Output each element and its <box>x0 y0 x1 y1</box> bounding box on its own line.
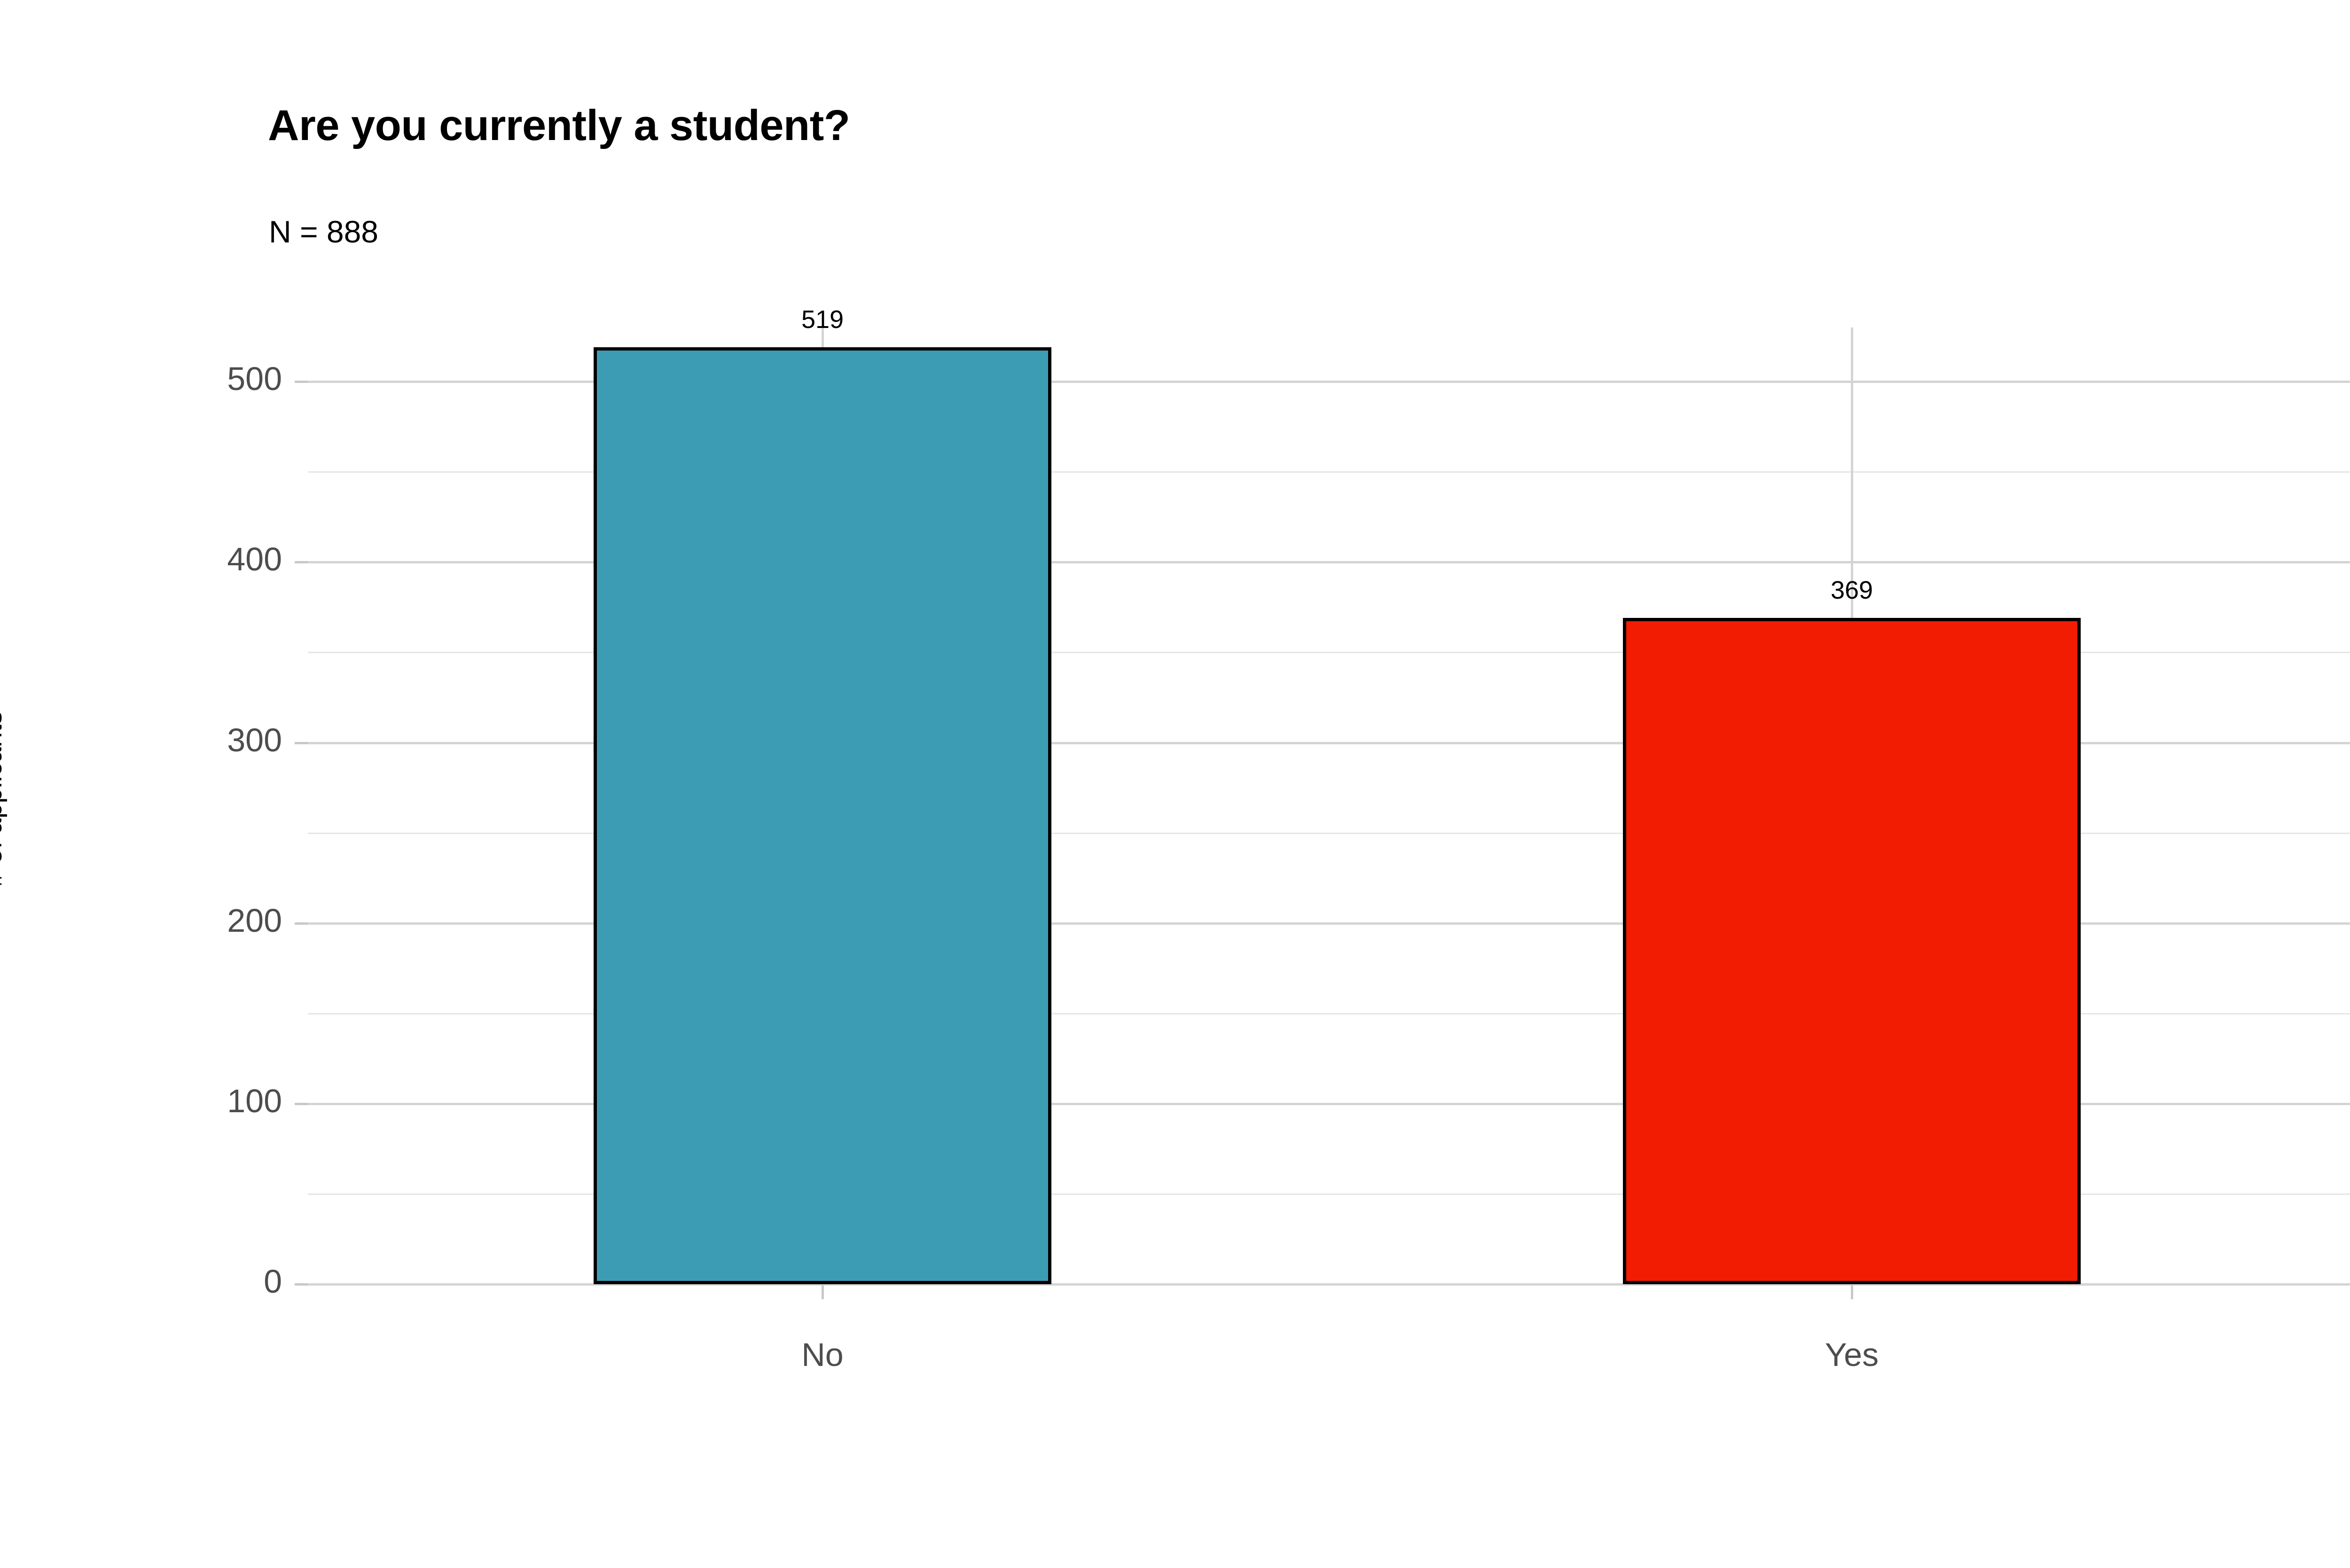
gridline-major <box>308 381 2350 383</box>
x-tick-label-no: No <box>801 1336 844 1373</box>
gridline-minor <box>308 832 2350 834</box>
bar-yes[interactable] <box>1622 618 2081 1284</box>
chart-subtitle: N = 888 <box>269 214 378 249</box>
x-tick-mark <box>1851 1285 1853 1299</box>
gridline-minor <box>308 471 2350 473</box>
gridline-minor <box>308 652 2350 654</box>
gridline-minor <box>308 1193 2350 1195</box>
y-tick-mark <box>295 381 308 383</box>
gridline-minor <box>308 1013 2350 1014</box>
y-tick-label: 300 <box>227 721 282 758</box>
y-tick-mark <box>295 561 308 564</box>
x-tick-mark <box>822 1285 824 1299</box>
gridline-major <box>308 561 2350 564</box>
y-tick-label: 400 <box>227 541 282 578</box>
gridline-major <box>308 922 2350 925</box>
y-tick-label: 500 <box>227 360 282 398</box>
plot-area: 519 369 <box>308 305 2350 1286</box>
gridline-major <box>308 741 2350 744</box>
bar-value-label: 369 <box>1830 576 1873 605</box>
y-axis-title: # of applicants <box>0 634 8 963</box>
gridline-major <box>308 1283 2350 1286</box>
y-axis-title-label: # of applicants <box>0 710 8 887</box>
y-tick-label: 200 <box>227 902 282 939</box>
y-tick-label: 100 <box>227 1082 282 1119</box>
y-tick-mark <box>295 1102 308 1105</box>
x-tick-label-yes: Yes <box>1825 1336 1879 1373</box>
bar-no[interactable] <box>593 347 1052 1284</box>
y-tick-mark <box>295 922 308 925</box>
gridline-major <box>308 1102 2350 1105</box>
bar-value-label: 519 <box>801 305 844 334</box>
y-tick-mark <box>295 1283 308 1286</box>
y-tick-label: 0 <box>264 1263 282 1300</box>
chart-title: Are you currently a student? <box>268 101 850 149</box>
y-tick-mark <box>295 741 308 744</box>
